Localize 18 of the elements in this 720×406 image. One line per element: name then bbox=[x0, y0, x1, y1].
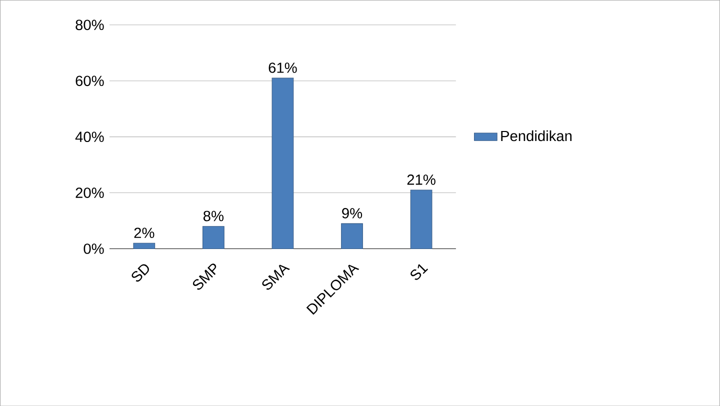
y-tick-label: 40% bbox=[75, 132, 104, 142]
bar bbox=[133, 242, 156, 249]
data-label: 61% bbox=[268, 62, 297, 73]
legend-label: Pendidikan bbox=[501, 130, 572, 142]
bar bbox=[410, 190, 432, 249]
y-tick-label: 80% bbox=[76, 20, 104, 30]
y-tick-label: 20% bbox=[76, 188, 104, 198]
y-tick-label: 60% bbox=[76, 76, 104, 86]
bar bbox=[341, 223, 363, 249]
data-label: 8% bbox=[203, 210, 224, 222]
data-label: 9% bbox=[342, 208, 362, 218]
y-tick-label: 0% bbox=[84, 243, 104, 254]
data-label: 21% bbox=[407, 174, 436, 185]
bar bbox=[272, 78, 294, 249]
x-tick-label: SD bbox=[132, 264, 149, 282]
x-tick-label: S1 bbox=[410, 264, 428, 280]
data-label: 2% bbox=[134, 228, 154, 238]
bar bbox=[202, 226, 224, 249]
